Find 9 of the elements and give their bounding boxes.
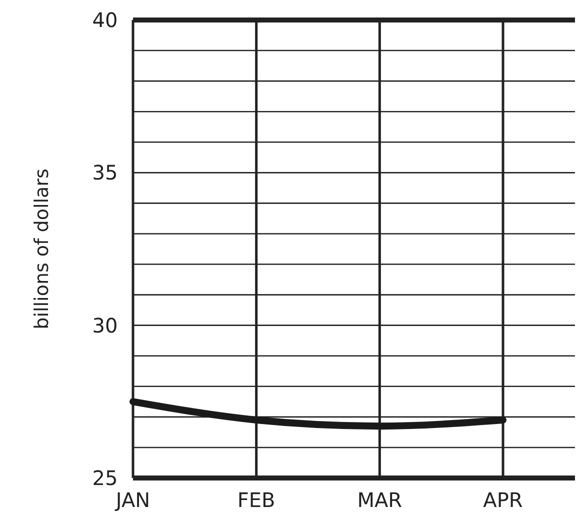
y-tick-label: 25 <box>92 466 118 490</box>
y-tick-label: 40 <box>92 8 118 32</box>
x-tick-label: MAR <box>357 488 402 512</box>
y-tick-label: 35 <box>92 160 118 185</box>
y-axis-title: billions of dollars <box>31 168 53 330</box>
x-tick-label: APR <box>483 488 523 512</box>
y-tick-label: 30 <box>92 313 118 338</box>
x-tick-label: FEB <box>237 488 276 512</box>
x-tick-label: JAN <box>114 488 150 512</box>
